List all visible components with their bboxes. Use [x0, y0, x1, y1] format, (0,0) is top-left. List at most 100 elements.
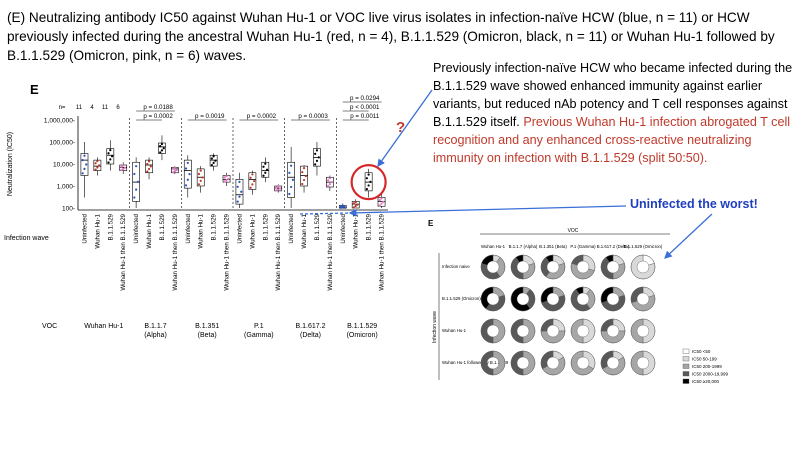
data-point: [81, 172, 84, 175]
column-label: B.1.351 (Beta): [539, 244, 567, 249]
p-value-label: p < 0.0001: [350, 104, 380, 111]
donut-outline: [540, 254, 566, 280]
data-point: [109, 158, 112, 161]
row-label: Wuhan Hu-1 followed by B.1.1.529: [442, 360, 509, 365]
data-point: [133, 196, 136, 199]
voc-name-label: Wuhan Hu-1: [84, 323, 123, 330]
data-point: [201, 176, 204, 179]
data-point: [341, 204, 344, 207]
data-point: [225, 175, 228, 178]
data-point: [146, 170, 149, 173]
data-point: [288, 171, 291, 174]
voc-row-label: VOC: [42, 323, 57, 330]
wave-label: B.1.1.529: [159, 213, 166, 240]
legend-swatch: [682, 348, 690, 354]
data-point: [275, 186, 278, 189]
donut-slice: [480, 318, 494, 344]
data-point: [380, 197, 383, 200]
legend-swatch: [682, 378, 690, 384]
panel-letter: E: [30, 82, 39, 97]
top-axis-label: VOC: [568, 228, 579, 234]
donut-outline: [510, 318, 536, 344]
n-label: 11: [76, 105, 83, 111]
annotation-part2: Previous Wuhan Hu-1 infection abrogated …: [433, 115, 791, 165]
box-iqr: [183, 159, 192, 189]
data-point: [264, 171, 267, 174]
data-point: [356, 203, 359, 206]
data-point: [83, 167, 86, 171]
voc-name-label: P.1: [254, 323, 264, 330]
data-point: [223, 180, 226, 183]
n-label: 6: [116, 105, 120, 111]
legend-label: IC50 2000-19,999: [692, 372, 729, 377]
donut-outline: [570, 318, 596, 344]
data-point: [290, 164, 293, 167]
data-point: [135, 188, 138, 191]
row-label: Wuhan Hu-1: [442, 328, 467, 333]
data-point: [171, 171, 175, 174]
data-point: [159, 151, 162, 154]
data-point: [249, 176, 252, 179]
p-value-label: p = 0.0003: [298, 113, 328, 120]
column-label: Wuhan Hu-1: [481, 244, 506, 249]
data-point: [173, 166, 176, 170]
data-point: [96, 160, 99, 163]
box-iqr: [106, 148, 115, 165]
data-point: [109, 149, 112, 152]
donut-outline: [630, 254, 656, 280]
voc-name-label: B.1.351: [195, 323, 219, 330]
data-point: [240, 190, 243, 193]
donut-slice: [540, 286, 554, 303]
wave-label: Uninfected: [288, 213, 295, 243]
data-point: [326, 179, 330, 182]
data-point: [238, 180, 241, 183]
wave-label: Wuhan Hu-1 then B.1.1.529: [120, 213, 127, 290]
donut-slice: [600, 330, 626, 344]
voc-sub-label: (Alpha): [144, 332, 167, 339]
data-point: [236, 185, 239, 188]
data-point: [173, 170, 176, 173]
data-point: [265, 168, 269, 171]
data-point: [146, 162, 149, 166]
data-point: [341, 206, 344, 209]
data-point: [315, 159, 319, 162]
data-point: [330, 181, 333, 184]
data-point: [186, 178, 189, 181]
box-iqr: [261, 161, 270, 178]
box-iqr: [235, 179, 244, 205]
y-tick-label: 1,000-: [57, 184, 75, 191]
wave-label: Uninfected: [133, 213, 140, 243]
p-value-label: p = 0.0011: [350, 113, 380, 120]
donut-outline: [540, 318, 566, 344]
data-point: [365, 177, 368, 180]
donut-outline: [480, 318, 506, 344]
neutralization-boxplot-chart: E Neutralization (IC50) 100- 1,000- 10,000- 1…: [4, 82, 388, 339]
donut-outline: [480, 350, 506, 376]
data-point: [380, 202, 383, 205]
p-value-label: p = 0.0019: [195, 113, 225, 120]
donut-outline: [600, 350, 626, 376]
donut-outline: [570, 350, 596, 376]
donut-slice: [492, 318, 506, 344]
donut-slice: [522, 350, 536, 376]
data-point: [149, 165, 152, 168]
data-point: [199, 169, 202, 172]
uninfected-callout: Uninfected the worst!: [630, 197, 758, 211]
data-point: [186, 161, 189, 165]
donut-outline: [540, 350, 566, 376]
data-point: [120, 165, 123, 168]
donut-slice: [540, 350, 554, 370]
data-point: [369, 180, 372, 183]
column-label: P.1 (Gamma): [570, 244, 596, 249]
legend-swatch: [682, 371, 690, 377]
wave-label: Wuhan Hu-1: [146, 213, 153, 248]
voc-name-label: B.1.617.2: [296, 323, 326, 330]
data-point: [262, 165, 265, 168]
donut-outline: [510, 350, 536, 376]
annotation-text: Previously infection-naïve HCW who becam…: [433, 59, 793, 167]
data-point: [136, 180, 140, 183]
p-value-label: p = 0.0188: [143, 104, 173, 111]
n-label: 4: [90, 105, 94, 111]
data-point: [94, 162, 97, 165]
data-point: [160, 142, 164, 146]
